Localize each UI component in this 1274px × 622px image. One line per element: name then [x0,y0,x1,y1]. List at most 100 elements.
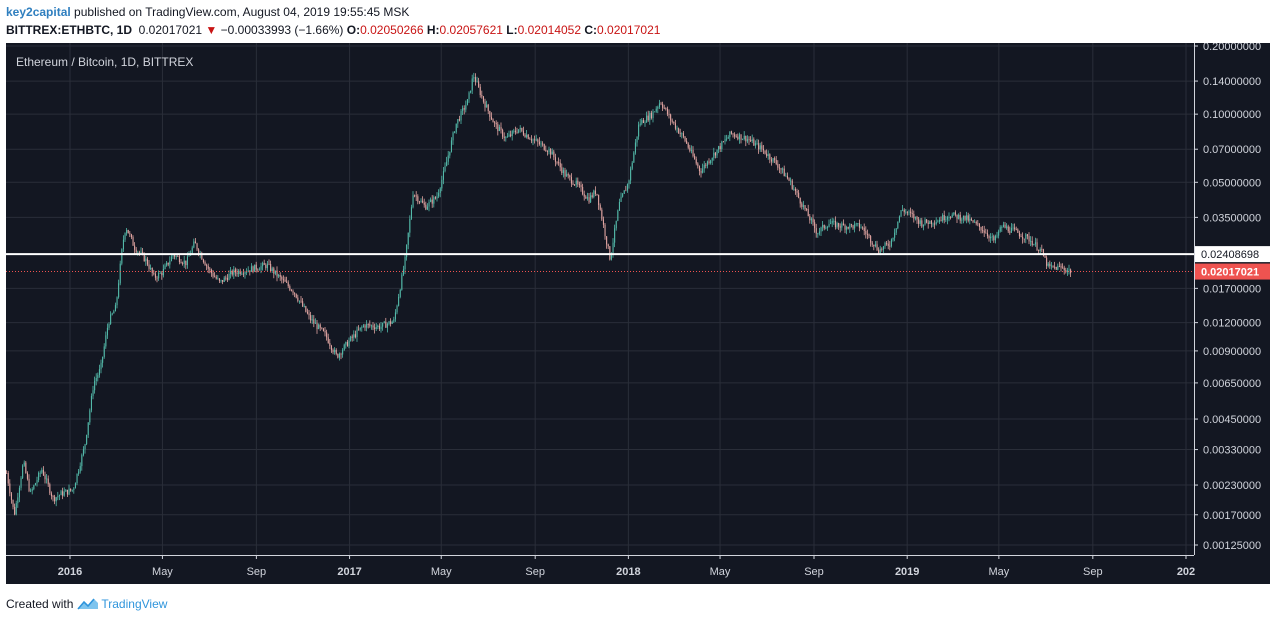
candle [842,223,844,226]
candle [279,274,281,277]
candle [215,276,217,279]
chart-panel[interactable]: 0.20000000 0.14000000 0.10000000 0.07000000… [6,43,1270,584]
candle [508,134,510,137]
candle [482,96,484,102]
candle [743,135,745,139]
candle [406,244,408,258]
candle [988,235,990,239]
candle [998,231,1000,236]
candle [786,175,788,179]
price-chart[interactable]: 0.20000000 0.14000000 0.10000000 0.07000000… [6,43,1270,584]
candle [198,249,200,254]
candle [63,491,65,496]
candle [726,138,728,140]
candle [1012,227,1014,229]
candle [948,217,950,218]
candle [414,195,416,197]
published-text: published on TradingView.com, August 04,… [70,5,410,19]
candle [586,197,588,199]
candle [631,162,633,169]
candle [740,134,742,140]
candle [662,104,664,108]
candle [30,490,32,492]
candle [646,115,648,123]
candle [114,305,116,312]
candle [548,149,550,152]
candle [788,178,790,181]
candle [127,229,129,234]
level-price-label-bg [1195,246,1270,263]
candle [626,184,628,191]
candle [898,216,900,222]
candle [268,263,270,265]
candle [617,210,619,221]
candle [498,126,500,132]
candle [481,95,483,97]
candle [202,259,204,263]
open-value: 0.02050266 [360,23,424,37]
candle [108,324,110,328]
candle [76,473,78,484]
candle [298,300,300,302]
candle [689,147,691,151]
candle [982,230,984,232]
candle [441,179,443,189]
candle [438,192,440,197]
candle [865,230,867,235]
candle [484,101,486,108]
candle [542,143,544,145]
candle [465,105,467,110]
tradingview-logo[interactable]: TradingView [77,597,167,611]
candle [135,249,137,253]
candle [134,245,136,250]
candle [705,164,707,166]
candle [847,227,849,229]
candle [337,353,339,358]
candle [474,77,476,82]
candle [364,325,366,328]
candle [1066,270,1068,273]
candle [978,223,980,228]
candle [681,133,683,135]
candle [193,241,195,248]
candle [95,378,97,382]
candle [538,141,540,145]
candle [338,353,340,358]
candle [353,334,355,338]
candle [34,483,36,486]
candle [401,274,403,290]
candle [18,487,20,498]
candle [137,251,139,253]
candle [345,341,347,345]
candle [582,186,584,195]
candle [561,167,563,174]
x-tick-label: 2016 [58,566,82,578]
candle [6,472,8,474]
chart-title: Ethereum / Bitcoin, 1D, BITTREX [16,55,194,69]
candle [407,232,409,245]
candle [26,472,28,479]
candle [668,114,670,116]
candle [326,332,328,338]
candle [612,242,614,254]
candle [858,223,860,228]
candle [36,480,38,484]
down-arrow-icon: ▼ [205,23,218,37]
candle [311,319,313,321]
candle [398,296,400,306]
candle [89,410,91,423]
candle [111,313,113,315]
y-tick-label: 0.07000000 [1203,144,1261,156]
candle [102,356,104,363]
candle [810,218,812,221]
candle [348,340,350,347]
candle [287,282,289,287]
author-link[interactable]: key2capital [6,5,71,19]
candle [702,168,704,173]
candle [673,121,675,124]
candle [100,362,102,370]
candle [887,243,889,246]
candle [241,273,243,275]
candle [863,227,865,231]
candle [590,195,592,203]
